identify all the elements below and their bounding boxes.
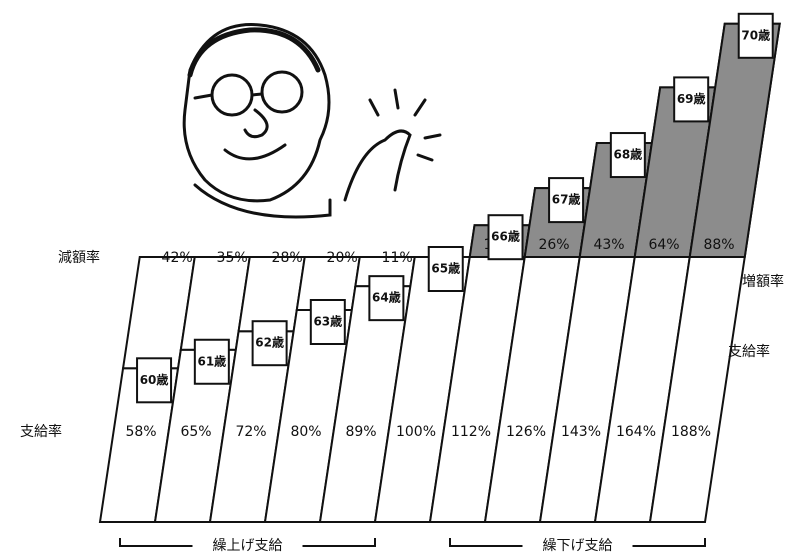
value-label: 188% bbox=[671, 424, 711, 440]
age-label: 60歳 bbox=[140, 372, 169, 387]
value-label: 89% bbox=[345, 424, 376, 440]
increase-label: 26% bbox=[538, 237, 569, 253]
axis-label: 増額率 bbox=[742, 273, 784, 290]
age-label: 68歳 bbox=[613, 147, 642, 162]
age-label: 61歳 bbox=[197, 353, 226, 368]
axis-label: 支給率 bbox=[20, 423, 62, 440]
increase-label: 43% bbox=[593, 237, 624, 253]
illustration bbox=[184, 25, 440, 217]
group-label: 繰上げ支給 bbox=[213, 538, 283, 554]
increase-label: 88% bbox=[703, 237, 734, 253]
value-label: 143% bbox=[561, 424, 601, 440]
age-label: 67歳 bbox=[552, 192, 581, 207]
axis-label: 減額率 bbox=[58, 249, 100, 266]
value-label: 65% bbox=[180, 424, 211, 440]
group-label: 繰下げ支給 bbox=[543, 538, 613, 554]
age-label: 64歳 bbox=[372, 290, 401, 305]
age-label: 63歳 bbox=[313, 314, 342, 329]
value-label: 126% bbox=[506, 424, 546, 440]
age-label: 65歳 bbox=[431, 261, 460, 276]
value-label: 72% bbox=[235, 424, 266, 440]
value-label: 112% bbox=[451, 424, 491, 440]
reduction-label: 28% bbox=[272, 250, 303, 266]
value-label: 58% bbox=[125, 424, 156, 440]
value-label: 80% bbox=[290, 424, 321, 440]
value-label: 100% bbox=[396, 424, 436, 440]
age-label: 66歳 bbox=[491, 229, 520, 244]
reduction-label: 20% bbox=[327, 250, 358, 266]
value-label: 164% bbox=[616, 424, 656, 440]
reduction-label: 11% bbox=[382, 250, 413, 266]
reduction-label: 35% bbox=[217, 250, 248, 266]
chart: 58% 42% 60歳 65% 35% 61歳 72% 28% 62歳 80% 20% 63歳 89% 1… bbox=[0, 0, 801, 558]
age-label: 69歳 bbox=[677, 91, 706, 106]
increase-label: 64% bbox=[648, 237, 679, 253]
age-label: 62歳 bbox=[255, 335, 284, 350]
age-label: 70歳 bbox=[741, 27, 770, 42]
axis-label: 支給率 bbox=[728, 343, 770, 360]
reduction-label: 42% bbox=[162, 250, 193, 266]
